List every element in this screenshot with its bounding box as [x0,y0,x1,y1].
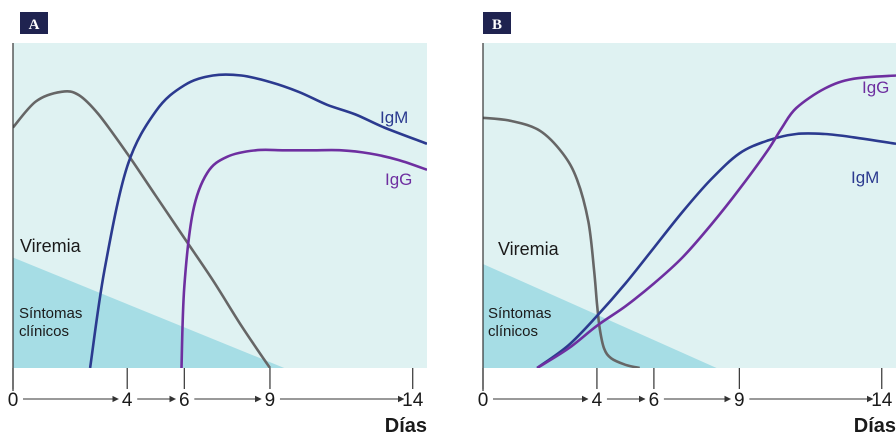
panel-letter: A [29,17,40,33]
x-axis-label: Días [385,415,427,437]
panel-letter: B [492,17,502,33]
x-tick-label: 4 [592,390,603,411]
x-tick-label: 14 [871,390,893,411]
x-tick-label: 6 [179,390,190,411]
x-tick-labels: 0 4 6 9 14 [478,390,893,411]
x-axis [482,368,883,403]
igg-line [536,74,896,368]
plot-area [13,73,427,368]
x-tick-label: 9 [734,390,745,411]
x-tick-label: 4 [122,390,133,411]
symptoms-label: Síntomas clínicos [488,305,556,340]
panel-a: 0 4 6 9 14 Días A Viremia Síntomas clínicos … [8,12,427,437]
igm-label: IgM [851,168,879,187]
igg-label: IgG [862,78,889,97]
plot-area [483,74,896,368]
panel-letter-badge [20,12,48,34]
viremia-line [483,116,640,368]
viremia-label: Viremia [498,239,560,259]
panel-b: 0 4 6 9 14 Días B Viremia Síntomas clínicos … [478,12,896,437]
x-tick-label: 9 [265,390,276,411]
x-tick-label: 14 [402,390,424,411]
x-axis [12,368,414,403]
x-tick-label: 0 [8,390,19,411]
symptoms-label: Síntomas clínicos [19,305,87,340]
symptoms-area [483,264,717,368]
igm-label: IgM [380,108,408,127]
x-axis-label: Días [854,415,896,437]
x-tick-label: 0 [478,390,489,411]
igm-line [536,132,896,368]
igg-line [180,148,427,368]
panel-letter-badge [483,12,511,34]
igg-label: IgG [385,170,412,189]
viremia-line [13,90,272,368]
igm-line [88,73,427,368]
symptoms-area [13,257,285,368]
viremia-label: Viremia [20,236,82,256]
x-tick-label: 6 [649,390,660,411]
x-tick-labels: 0 4 6 9 14 [8,390,424,411]
